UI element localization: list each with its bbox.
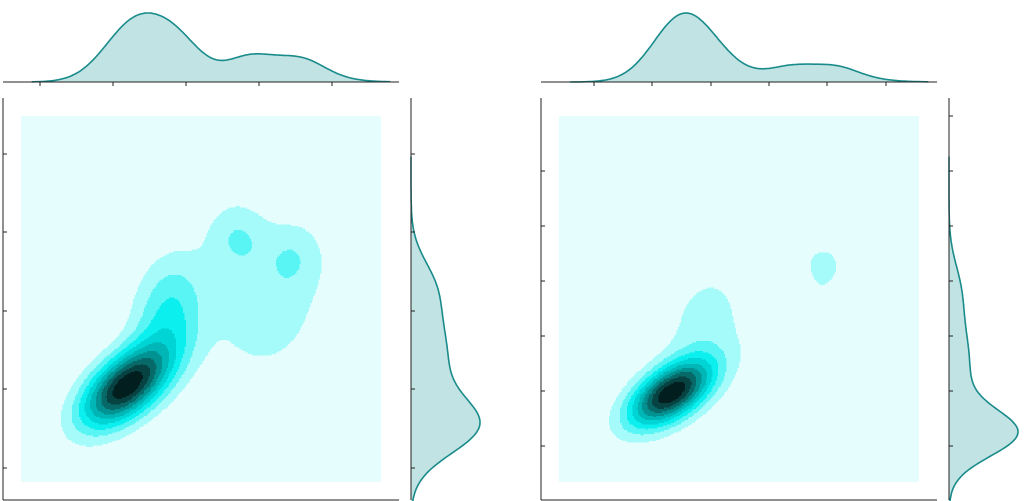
- density-contour-fill: [21, 116, 381, 482]
- joint-plot-1: [2, 12, 481, 501]
- top-marginal-fill: [569, 13, 929, 82]
- right-marginal-fill: [411, 156, 480, 501]
- top-marginal-line: [569, 12, 929, 83]
- density-contour-fill: [559, 116, 919, 482]
- right-marginal-line: [410, 156, 481, 501]
- top-marginal-fill: [31, 13, 391, 82]
- right-marginal-fill: [949, 156, 1018, 501]
- top-marginal-line: [31, 12, 391, 83]
- joint-plot-2: [540, 12, 1019, 501]
